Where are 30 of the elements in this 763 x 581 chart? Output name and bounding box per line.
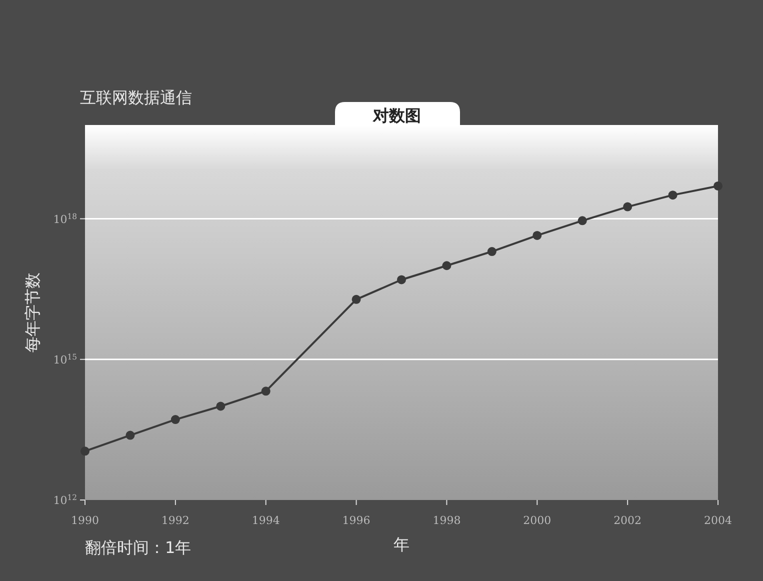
point [532, 230, 542, 240]
text: 翻倍时间：1年 [85, 538, 192, 557]
point [668, 190, 678, 200]
x-tick-label: 2002 [614, 514, 642, 527]
x-axis-title: 年 [394, 535, 410, 554]
point [261, 386, 270, 396]
point [352, 294, 361, 304]
point [487, 247, 496, 256]
point [216, 402, 226, 411]
x-tick-label: 1990 [71, 514, 99, 527]
point [442, 261, 452, 270]
point [170, 415, 180, 424]
point [714, 181, 722, 190]
y-tick-label: 10$^{15}$ [53, 352, 78, 366]
y-axis-title: 每年字节数 [23, 272, 42, 352]
x-tick-label: 1992 [161, 514, 190, 527]
x-tick-label: 2000 [523, 514, 552, 527]
x-tick-label: 1996 [342, 514, 370, 527]
x-tick-label: 1994 [252, 514, 280, 527]
chart-subtitle: 对数图 [372, 106, 421, 125]
x-tick-label: 2004 [704, 514, 732, 527]
x-tick-label: 1998 [432, 514, 461, 527]
point [623, 202, 632, 212]
point [578, 216, 587, 226]
y-tick-label: 10$^{18}$ [53, 211, 78, 226]
y-tick-label: 10$^{12}$ [53, 492, 78, 507]
point [126, 430, 135, 440]
chart-title: 互联网数据通信 [80, 88, 192, 107]
point [397, 275, 406, 284]
point [80, 446, 90, 456]
